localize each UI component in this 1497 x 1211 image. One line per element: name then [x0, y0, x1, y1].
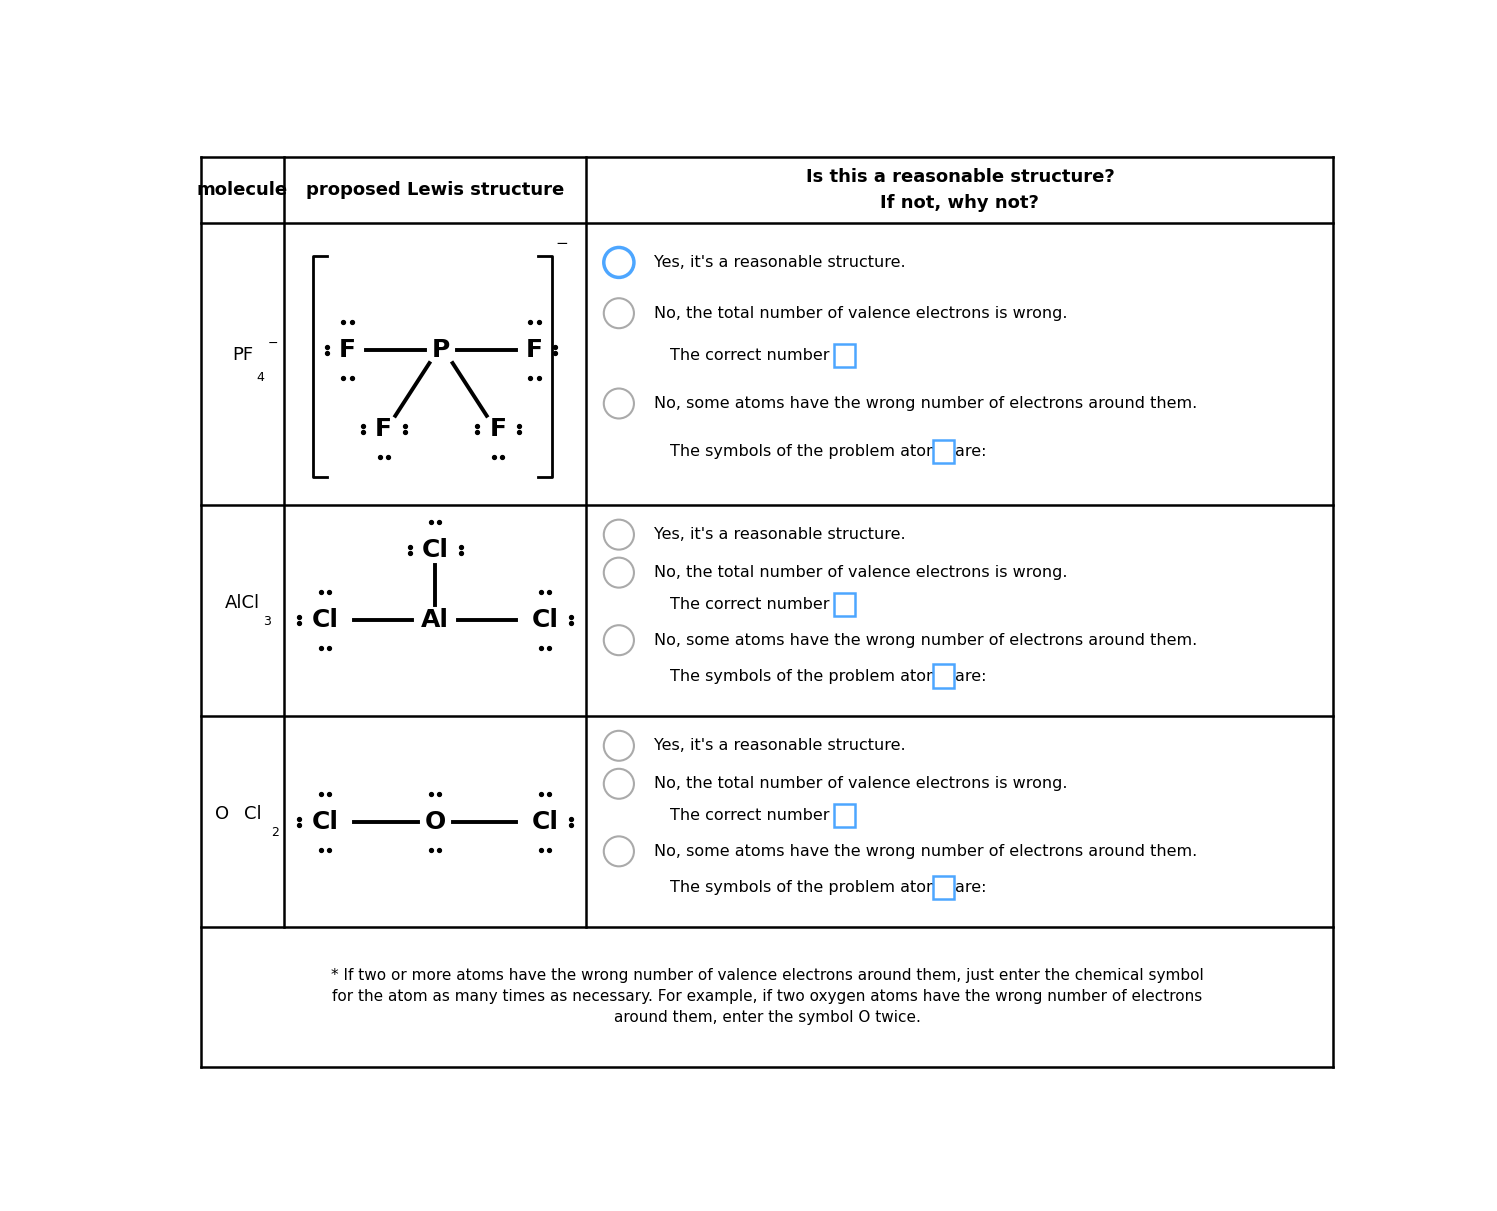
Bar — [834, 804, 855, 827]
Text: The correct number is:: The correct number is: — [671, 348, 853, 363]
Text: The symbols of the problem atoms are:: The symbols of the problem atoms are: — [671, 444, 987, 459]
Text: Yes, it's a reasonable structure.: Yes, it's a reasonable structure. — [654, 739, 906, 753]
Text: No, some atoms have the wrong number of electrons around them.: No, some atoms have the wrong number of … — [654, 844, 1198, 859]
Text: Yes, it's a reasonable structure.: Yes, it's a reasonable structure. — [654, 256, 906, 270]
Text: Is this a reasonable structure?
If not, why not?: Is this a reasonable structure? If not, … — [805, 167, 1114, 212]
Ellipse shape — [603, 625, 633, 655]
Text: 4: 4 — [256, 372, 265, 384]
Ellipse shape — [603, 247, 633, 277]
Ellipse shape — [603, 557, 633, 587]
Bar — [834, 592, 855, 616]
Text: F: F — [525, 338, 543, 362]
Text: Cl: Cl — [422, 538, 449, 562]
Ellipse shape — [603, 298, 633, 328]
Ellipse shape — [603, 730, 633, 761]
Text: F: F — [490, 417, 507, 441]
Text: O: O — [425, 810, 446, 834]
Ellipse shape — [603, 520, 633, 550]
Text: P: P — [433, 338, 451, 362]
Bar — [933, 876, 954, 899]
Text: The symbols of the problem atoms are:: The symbols of the problem atoms are: — [671, 668, 987, 683]
Text: −: − — [268, 337, 278, 350]
Text: Cl: Cl — [244, 805, 262, 823]
Text: Cl: Cl — [531, 608, 558, 632]
Text: No, the total number of valence electrons is wrong.: No, the total number of valence electron… — [654, 305, 1067, 321]
Text: The correct number is:: The correct number is: — [671, 597, 853, 612]
Text: The correct number is:: The correct number is: — [671, 808, 853, 823]
Text: No, some atoms have the wrong number of electrons around them.: No, some atoms have the wrong number of … — [654, 632, 1198, 648]
Text: * If two or more atoms have the wrong number of valence electrons around them, j: * If two or more atoms have the wrong nu… — [331, 969, 1204, 1026]
Ellipse shape — [603, 837, 633, 866]
Text: 3: 3 — [263, 615, 271, 629]
Text: Cl: Cl — [311, 810, 338, 834]
Bar — [933, 440, 954, 463]
Text: molecule: molecule — [198, 180, 287, 199]
Text: No, the total number of valence electrons is wrong.: No, the total number of valence electron… — [654, 776, 1067, 791]
Text: F: F — [376, 417, 392, 441]
Bar — [834, 344, 855, 367]
Text: The symbols of the problem atoms are:: The symbols of the problem atoms are: — [671, 879, 987, 895]
Text: F: F — [338, 338, 356, 362]
Text: PF: PF — [232, 345, 253, 363]
Text: O: O — [214, 805, 229, 823]
Text: Cl: Cl — [531, 810, 558, 834]
Text: No, some atoms have the wrong number of electrons around them.: No, some atoms have the wrong number of … — [654, 396, 1198, 411]
Text: No, the total number of valence electrons is wrong.: No, the total number of valence electron… — [654, 566, 1067, 580]
Text: Cl: Cl — [311, 608, 338, 632]
Text: Al: Al — [421, 608, 449, 632]
Text: proposed Lewis structure: proposed Lewis structure — [305, 180, 564, 199]
Ellipse shape — [603, 389, 633, 419]
Text: −: − — [555, 236, 567, 251]
Text: 2: 2 — [271, 826, 278, 839]
Bar — [933, 665, 954, 688]
Text: Yes, it's a reasonable structure.: Yes, it's a reasonable structure. — [654, 527, 906, 543]
Ellipse shape — [603, 769, 633, 799]
Text: AlCl: AlCl — [225, 595, 260, 613]
